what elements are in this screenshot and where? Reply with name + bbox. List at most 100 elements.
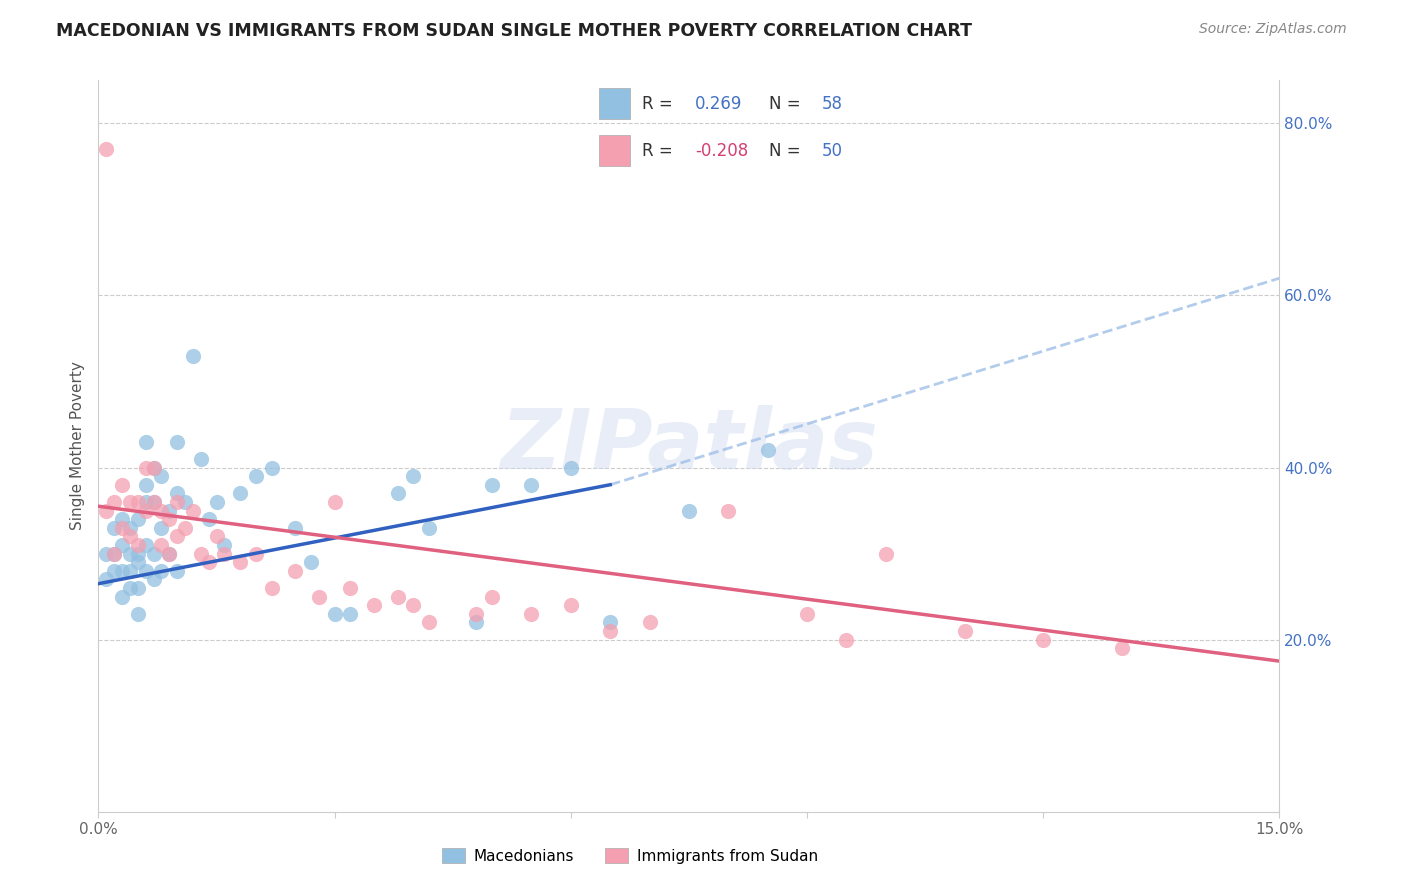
Text: N =: N = bbox=[769, 142, 806, 160]
Legend: Macedonians, Immigrants from Sudan: Macedonians, Immigrants from Sudan bbox=[436, 842, 824, 870]
Point bbox=[835, 632, 858, 647]
Point bbox=[166, 564, 188, 578]
Point bbox=[135, 460, 157, 475]
Text: -0.208: -0.208 bbox=[695, 142, 748, 160]
Point bbox=[96, 547, 118, 561]
Point bbox=[796, 607, 818, 621]
Point bbox=[150, 564, 173, 578]
Point bbox=[402, 469, 425, 483]
Point bbox=[142, 495, 165, 509]
Point bbox=[135, 538, 157, 552]
Point bbox=[190, 451, 212, 466]
Point bbox=[308, 590, 330, 604]
Point bbox=[214, 538, 236, 552]
Text: Source: ZipAtlas.com: Source: ZipAtlas.com bbox=[1199, 22, 1347, 37]
Point bbox=[103, 521, 125, 535]
Point bbox=[118, 495, 141, 509]
Point bbox=[875, 547, 897, 561]
Point bbox=[214, 547, 236, 561]
Point bbox=[111, 564, 134, 578]
Text: 58: 58 bbox=[821, 95, 842, 112]
Point bbox=[135, 564, 157, 578]
Point bbox=[142, 460, 165, 475]
Point bbox=[339, 607, 361, 621]
Point bbox=[465, 615, 488, 630]
Point bbox=[157, 547, 180, 561]
Point bbox=[465, 607, 488, 621]
Point bbox=[127, 555, 149, 569]
Point bbox=[103, 564, 125, 578]
Point bbox=[323, 607, 346, 621]
Point bbox=[229, 486, 252, 500]
Point bbox=[118, 547, 141, 561]
Point bbox=[560, 460, 582, 475]
Point bbox=[387, 590, 409, 604]
Point bbox=[157, 547, 180, 561]
Point bbox=[678, 503, 700, 517]
Point bbox=[1032, 632, 1054, 647]
Point bbox=[111, 512, 134, 526]
Point bbox=[118, 529, 141, 543]
Point bbox=[181, 503, 204, 517]
Point bbox=[599, 615, 621, 630]
Point bbox=[150, 503, 173, 517]
Point bbox=[756, 443, 779, 458]
Point bbox=[111, 538, 134, 552]
Point bbox=[284, 521, 307, 535]
Point bbox=[418, 615, 440, 630]
Point bbox=[174, 521, 197, 535]
Point bbox=[560, 598, 582, 612]
Point bbox=[103, 495, 125, 509]
Point bbox=[142, 495, 165, 509]
Point bbox=[260, 460, 283, 475]
Point bbox=[118, 521, 141, 535]
Point bbox=[481, 590, 503, 604]
Point bbox=[953, 624, 976, 638]
Point bbox=[127, 581, 149, 595]
Point bbox=[103, 547, 125, 561]
Point bbox=[111, 477, 134, 491]
Point bbox=[118, 564, 141, 578]
Point bbox=[197, 512, 219, 526]
Point bbox=[181, 349, 204, 363]
Point bbox=[150, 538, 173, 552]
Point bbox=[520, 607, 543, 621]
Point bbox=[229, 555, 252, 569]
Text: R =: R = bbox=[643, 142, 678, 160]
Point bbox=[127, 495, 149, 509]
Point bbox=[96, 142, 118, 156]
Point bbox=[166, 529, 188, 543]
Y-axis label: Single Mother Poverty: Single Mother Poverty bbox=[69, 361, 84, 531]
Point bbox=[166, 495, 188, 509]
Point bbox=[157, 503, 180, 517]
Point bbox=[245, 469, 267, 483]
Point bbox=[142, 573, 165, 587]
Point bbox=[166, 486, 188, 500]
Point bbox=[520, 477, 543, 491]
Point bbox=[260, 581, 283, 595]
Point bbox=[174, 495, 197, 509]
Text: N =: N = bbox=[769, 95, 806, 112]
Point bbox=[150, 469, 173, 483]
Point bbox=[190, 547, 212, 561]
Point bbox=[150, 521, 173, 535]
Point bbox=[166, 434, 188, 449]
Point bbox=[1111, 641, 1133, 656]
Text: R =: R = bbox=[643, 95, 678, 112]
Point bbox=[127, 607, 149, 621]
Point bbox=[418, 521, 440, 535]
Point bbox=[717, 503, 740, 517]
Text: ZIPatlas: ZIPatlas bbox=[501, 406, 877, 486]
Text: 50: 50 bbox=[821, 142, 842, 160]
Point bbox=[142, 547, 165, 561]
Point bbox=[135, 503, 157, 517]
Point bbox=[363, 598, 385, 612]
Point bbox=[284, 564, 307, 578]
Point bbox=[111, 590, 134, 604]
Point bbox=[599, 624, 621, 638]
Point bbox=[299, 555, 322, 569]
Point bbox=[142, 460, 165, 475]
Point bbox=[205, 529, 228, 543]
Point bbox=[127, 547, 149, 561]
Point bbox=[205, 495, 228, 509]
